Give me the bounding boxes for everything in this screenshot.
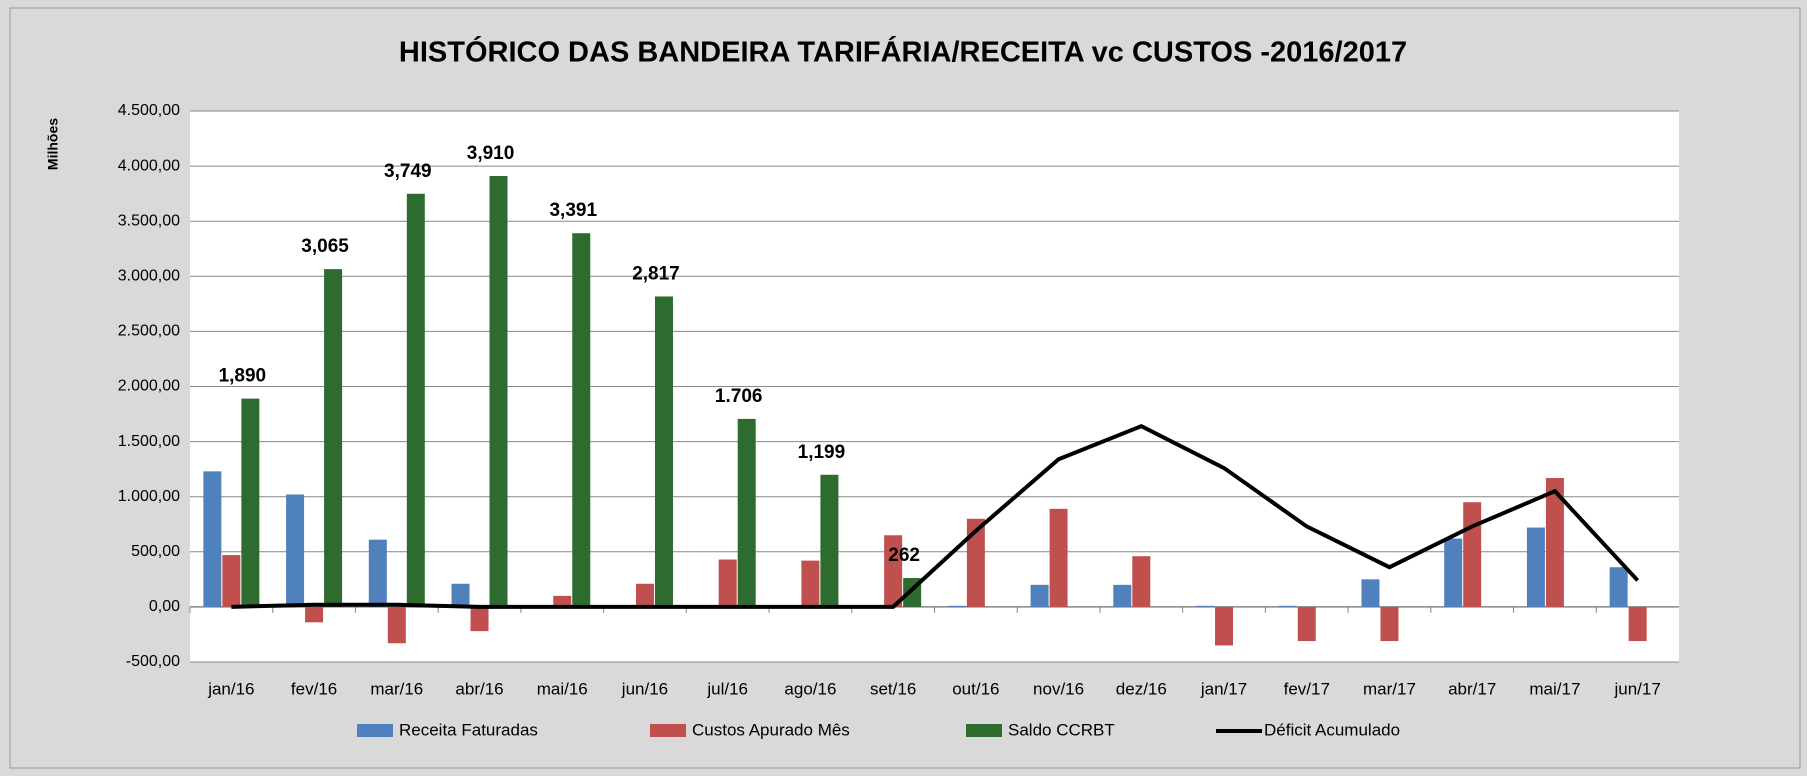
- bar: [305, 606, 324, 623]
- bar: [737, 418, 756, 607]
- bar: [489, 176, 508, 607]
- x-tick-label: ago/16: [784, 679, 836, 698]
- data-label: 262: [888, 545, 920, 566]
- bar: [572, 233, 591, 607]
- data-label: 2,817: [632, 263, 680, 284]
- legend-swatch: [650, 724, 686, 737]
- y-axis-label: Milhões: [45, 118, 61, 170]
- bar: [801, 560, 820, 607]
- bar: [324, 269, 343, 607]
- bar: [1278, 605, 1297, 607]
- x-tick-label: out/16: [952, 679, 999, 698]
- x-tick-label: mar/16: [370, 679, 423, 698]
- y-tick-label: 2.500,00: [118, 323, 180, 340]
- x-tick-label: abr/16: [455, 679, 503, 698]
- bar: [1444, 538, 1463, 607]
- bar: [368, 539, 387, 607]
- y-tick-label: 1.500,00: [118, 433, 180, 450]
- y-tick-label: 0,00: [149, 598, 180, 615]
- x-tick-label: mai/16: [537, 679, 588, 698]
- y-tick-label: 3.500,00: [118, 212, 180, 229]
- legend-label: Custos Apurado Mês: [692, 720, 850, 739]
- x-tick-label: jun/16: [621, 679, 668, 698]
- y-tick-label: 3.000,00: [118, 268, 180, 285]
- x-tick-label: fev/17: [1284, 679, 1330, 698]
- y-tick-label: -500,00: [126, 653, 180, 670]
- data-label: 3,749: [384, 161, 432, 182]
- bar: [718, 559, 737, 607]
- bar: [203, 471, 222, 607]
- bar: [1609, 567, 1628, 607]
- bar: [820, 474, 839, 607]
- y-tick-label: 500,00: [131, 543, 180, 560]
- x-tick-label: jan/16: [207, 679, 254, 698]
- y-tick-label: 2.000,00: [118, 378, 180, 395]
- data-label: 1,199: [798, 442, 846, 463]
- line: [231, 423, 1640, 609]
- bar: [387, 606, 406, 644]
- x-tick-label: jun/17: [1613, 679, 1660, 698]
- bar: [1380, 606, 1399, 642]
- x-tick-label: mar/17: [1363, 679, 1416, 698]
- legend-swatch: [357, 724, 393, 737]
- x-tick-label: dez/16: [1116, 679, 1167, 698]
- data-label: 3,910: [467, 143, 515, 164]
- bar: [1196, 605, 1215, 607]
- chart-title: HISTÓRICO DAS BANDEIRA TARIFÁRIA/RECEITA…: [399, 35, 1407, 69]
- bar: [286, 494, 305, 607]
- legend-label: Receita Faturadas: [399, 720, 538, 739]
- y-tick-label: 4.500,00: [118, 102, 180, 119]
- data-label: 1.706: [715, 386, 763, 407]
- bar: [1113, 584, 1132, 607]
- bar: [1049, 508, 1068, 607]
- bar: [1215, 606, 1234, 646]
- bar: [406, 193, 425, 607]
- x-tick-label: jul/16: [706, 679, 748, 698]
- bar: [1361, 579, 1380, 607]
- bar: [1628, 606, 1647, 642]
- x-tick-label: jan/17: [1200, 679, 1247, 698]
- x-tick-label: abr/17: [1448, 679, 1496, 698]
- x-tick-label: set/16: [870, 679, 916, 698]
- bar: [966, 518, 985, 607]
- y-tick-label: 4.000,00: [118, 157, 180, 174]
- bar: [451, 583, 470, 607]
- data-label: 1,890: [219, 366, 267, 387]
- bar: [1463, 502, 1482, 607]
- bar: [222, 555, 241, 607]
- bar: [654, 296, 673, 607]
- bar: [470, 606, 489, 632]
- bar: [947, 605, 966, 607]
- x-tick-label: nov/16: [1033, 679, 1084, 698]
- y-tick-label: 1.000,00: [118, 488, 180, 505]
- x-tick-label: fev/16: [291, 679, 337, 698]
- bar: [1526, 527, 1545, 607]
- legend-label: Déficit Acumulado: [1264, 720, 1400, 739]
- legend-swatch: [966, 724, 1002, 737]
- bar: [241, 398, 260, 607]
- data-label: 3,065: [301, 236, 349, 257]
- bar: [1297, 606, 1316, 642]
- bar: [1030, 584, 1049, 607]
- bar: [884, 535, 903, 607]
- bar: [553, 595, 572, 607]
- x-tick-label: mai/17: [1529, 679, 1580, 698]
- legend-label: Saldo CCRBT: [1008, 720, 1115, 739]
- bar: [635, 583, 654, 607]
- bar: [1132, 556, 1151, 607]
- data-label: 3,391: [549, 200, 597, 221]
- bar: [1545, 477, 1564, 607]
